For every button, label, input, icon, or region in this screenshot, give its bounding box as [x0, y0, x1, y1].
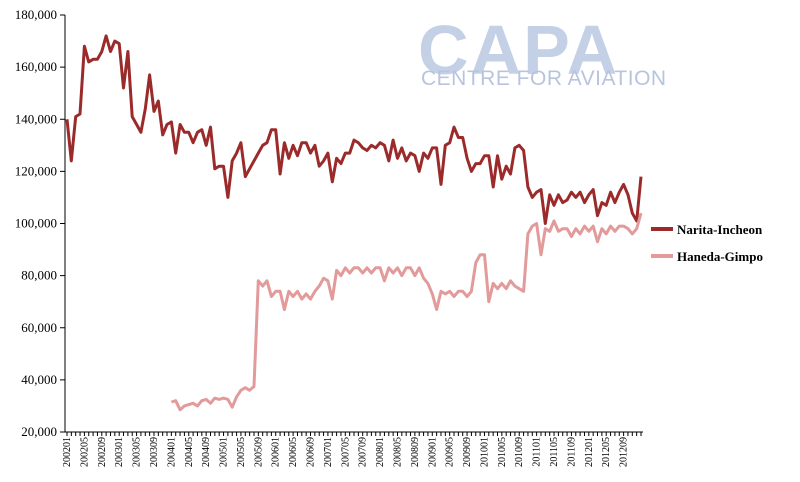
legend-label-narita-incheon: Narita-Incheon [677, 222, 763, 237]
logo-main-text: CAPA [418, 11, 619, 89]
x-tick-label: 201005 [497, 437, 508, 467]
x-tick-label: 200805 [392, 437, 403, 467]
x-tick-label: 200205 [79, 437, 90, 467]
y-tick-label: 40,000 [21, 372, 57, 387]
x-tick-label: 200505 [236, 437, 247, 467]
x-tick-label: 200509 [253, 437, 264, 467]
x-tick-label: 201209 [619, 437, 630, 467]
x-tick-label: 200201 [62, 437, 73, 467]
x-tick-label: 200901 [427, 437, 438, 467]
x-tick-label: 200905 [445, 437, 456, 467]
x-tick-label: 200701 [323, 437, 334, 467]
x-tick-label: 200909 [462, 437, 473, 467]
legend-label-haneda-gimpo: Haneda-Gimpo [677, 249, 763, 264]
y-tick-label: 60,000 [21, 320, 57, 335]
capa-logo: CAPA CENTRE FOR AVIATION [418, 11, 667, 90]
logo-sub-text: CENTRE FOR AVIATION [421, 67, 667, 90]
x-tick-label: 200705 [340, 437, 351, 467]
legend: Narita-Incheon Haneda-Gimpo [651, 222, 763, 264]
y-tick-label: 20,000 [21, 424, 57, 439]
y-tick-label: 180,000 [15, 7, 57, 22]
y-tick-label: 140,000 [15, 111, 57, 126]
x-tick-label: 200301 [114, 437, 125, 467]
y-tick-label: 80,000 [21, 268, 57, 283]
series-line-haneda-gimpo [170, 212, 643, 412]
x-axis-ticks: 200201 200205 200209 200301 200305 200309 2004… [62, 432, 642, 467]
series-line-narita-incheon [65, 34, 643, 225]
series-lines [65, 34, 643, 412]
x-tick-label: 200309 [149, 437, 160, 467]
x-tick-label: 200409 [201, 437, 212, 467]
y-tick-label: 120,000 [15, 163, 57, 178]
x-tick-label: 200809 [410, 437, 421, 467]
x-tick-label: 200401 [166, 437, 177, 467]
y-tick-label: 100,000 [15, 216, 57, 231]
x-tick-label: 200709 [358, 437, 369, 467]
x-tick-label: 201205 [601, 437, 612, 467]
x-tick-label: 200405 [184, 437, 195, 467]
x-tick-label: 201009 [514, 437, 525, 467]
x-tick-label: 201201 [584, 437, 595, 467]
x-tick-label: 200605 [288, 437, 299, 467]
x-tick-label: 200209 [97, 437, 108, 467]
x-tick-label: 200601 [271, 437, 282, 467]
x-tick-label: 201001 [479, 437, 490, 467]
x-tick-label: 200501 [219, 437, 230, 467]
x-tick-label: 201101 [532, 437, 543, 467]
x-tick-label: 200305 [132, 437, 143, 467]
x-tick-label: 201105 [549, 437, 560, 467]
x-tick-label: 200801 [375, 437, 386, 467]
y-tick-label: 160,000 [15, 59, 57, 74]
x-tick-label: 201109 [566, 437, 577, 467]
y-axis-ticks: 20,000 40,000 60,000 80,000 100,000 120,000 14… [15, 7, 65, 439]
x-tick-label: 200609 [306, 437, 317, 467]
